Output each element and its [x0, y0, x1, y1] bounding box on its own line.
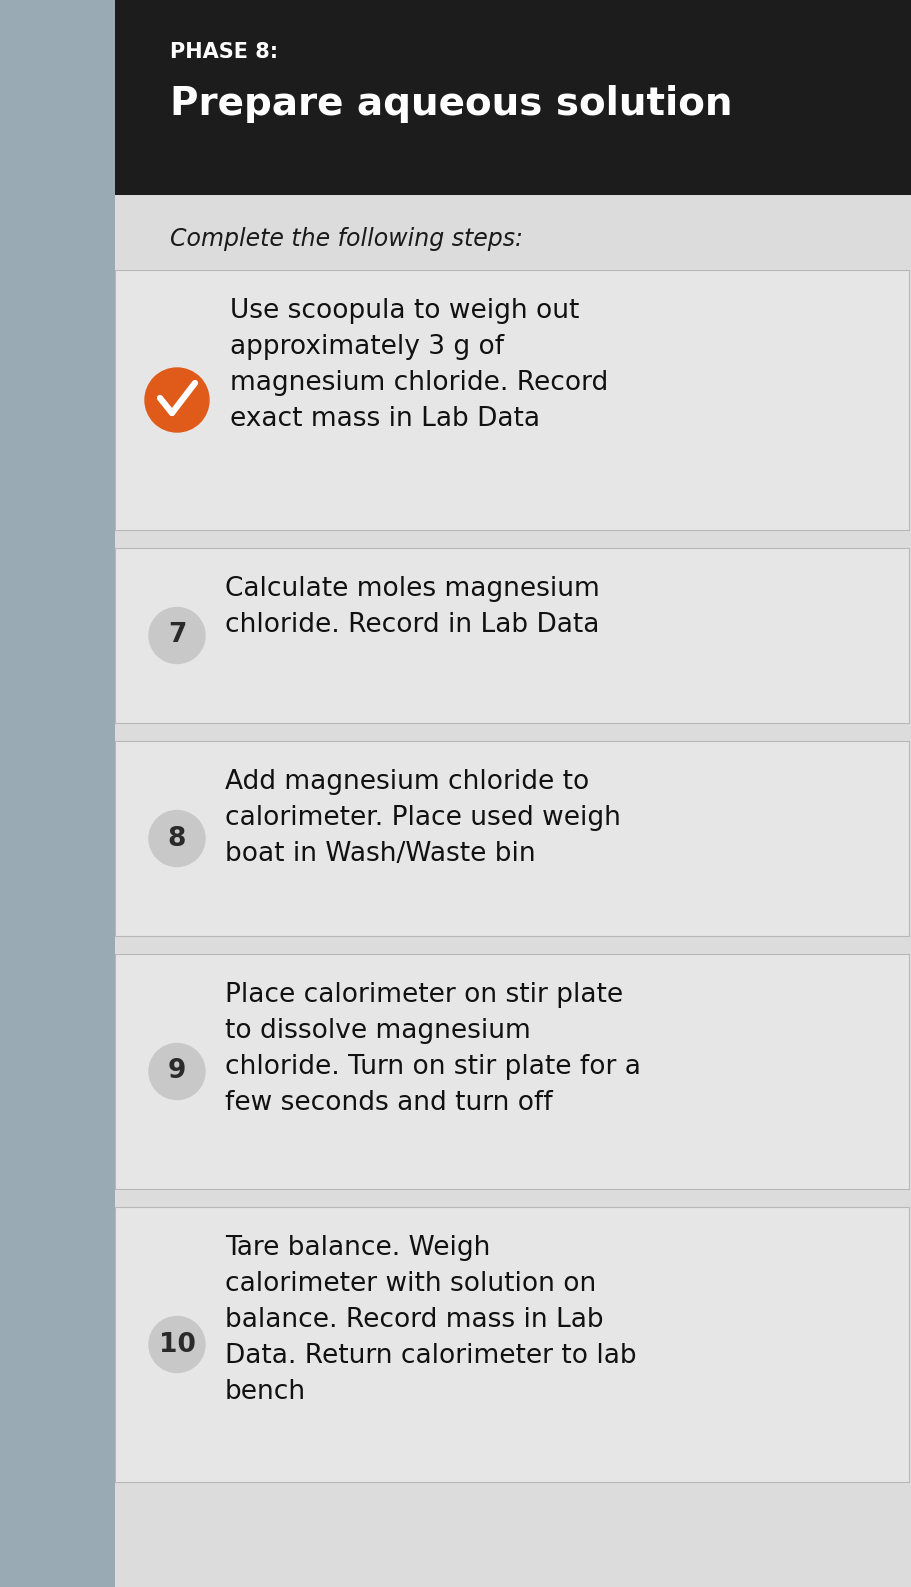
Circle shape	[145, 368, 209, 432]
Text: 8: 8	[168, 825, 186, 852]
Circle shape	[149, 1317, 205, 1373]
Text: 10: 10	[159, 1331, 196, 1357]
Text: PHASE 8:: PHASE 8:	[170, 41, 278, 62]
Text: Prepare aqueous solution: Prepare aqueous solution	[170, 86, 732, 124]
Circle shape	[149, 608, 205, 663]
Text: 7: 7	[168, 622, 186, 649]
Text: Tare balance. Weigh
calorimeter with solution on
balance. Record mass in Lab
Dat: Tare balance. Weigh calorimeter with sol…	[225, 1235, 637, 1404]
FancyBboxPatch shape	[115, 1208, 909, 1482]
Circle shape	[149, 1044, 205, 1100]
Text: Add magnesium chloride to
calorimeter. Place used weigh
boat in Wash/Waste bin: Add magnesium chloride to calorimeter. P…	[225, 770, 621, 867]
FancyBboxPatch shape	[115, 0, 911, 195]
FancyBboxPatch shape	[0, 0, 115, 1587]
Text: Complete the following steps:: Complete the following steps:	[170, 227, 523, 251]
FancyBboxPatch shape	[115, 270, 909, 530]
Text: 9: 9	[168, 1059, 186, 1084]
FancyBboxPatch shape	[115, 548, 909, 724]
Text: Place calorimeter on stir plate
to dissolve magnesium
chloride. Turn on stir pla: Place calorimeter on stir plate to disso…	[225, 982, 640, 1116]
FancyBboxPatch shape	[115, 195, 911, 1587]
Circle shape	[149, 811, 205, 867]
Text: Use scoopula to weigh out
approximately 3 g of
magnesium chloride. Record
exact : Use scoopula to weigh out approximately …	[230, 298, 609, 432]
FancyBboxPatch shape	[115, 954, 909, 1189]
Text: Calculate moles magnesium
chloride. Record in Lab Data: Calculate moles magnesium chloride. Reco…	[225, 576, 599, 638]
FancyBboxPatch shape	[115, 741, 909, 936]
